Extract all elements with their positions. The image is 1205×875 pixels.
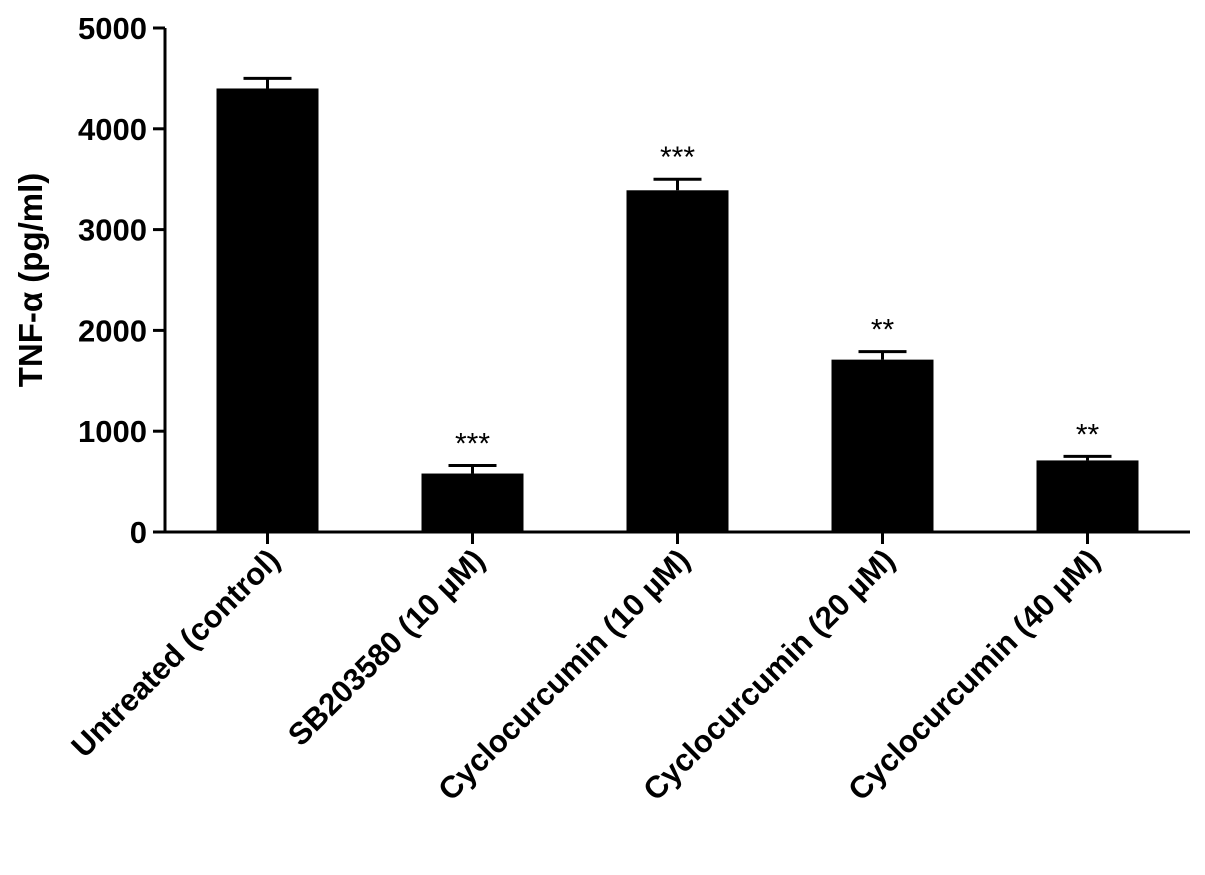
significance-label: *** bbox=[660, 141, 695, 174]
y-axis: 0 1000 2000 3000 4000 5000 bbox=[78, 11, 167, 550]
bar bbox=[421, 473, 524, 532]
x-axis bbox=[163, 530, 1190, 544]
significance-label: ** bbox=[871, 314, 895, 347]
significance-label: ** bbox=[1076, 418, 1100, 451]
bars bbox=[216, 88, 1139, 532]
y-tick-label: 4000 bbox=[78, 112, 147, 147]
y-tick-label: 1000 bbox=[78, 414, 147, 449]
y-tick-label: 2000 bbox=[78, 313, 147, 348]
error-bars bbox=[243, 76, 1112, 474]
x-category-label: SB203580 (10 µM) bbox=[281, 542, 491, 752]
category-labels: Untreated (control)SB203580 (10 µM)Cyclo… bbox=[64, 542, 1106, 807]
y-axis-title: TNF-α (pg/ml) bbox=[12, 173, 49, 388]
bar bbox=[1036, 460, 1139, 532]
bar bbox=[626, 190, 729, 532]
significance-label: *** bbox=[455, 427, 490, 460]
significance-labels: ********** bbox=[455, 141, 1100, 460]
bar bbox=[216, 88, 319, 532]
y-tick-label: 0 bbox=[130, 515, 147, 550]
y-tick-label: 5000 bbox=[78, 11, 147, 46]
y-tick-label: 3000 bbox=[78, 213, 147, 248]
bar bbox=[831, 359, 934, 532]
x-category-label: Untreated (control) bbox=[64, 542, 286, 764]
